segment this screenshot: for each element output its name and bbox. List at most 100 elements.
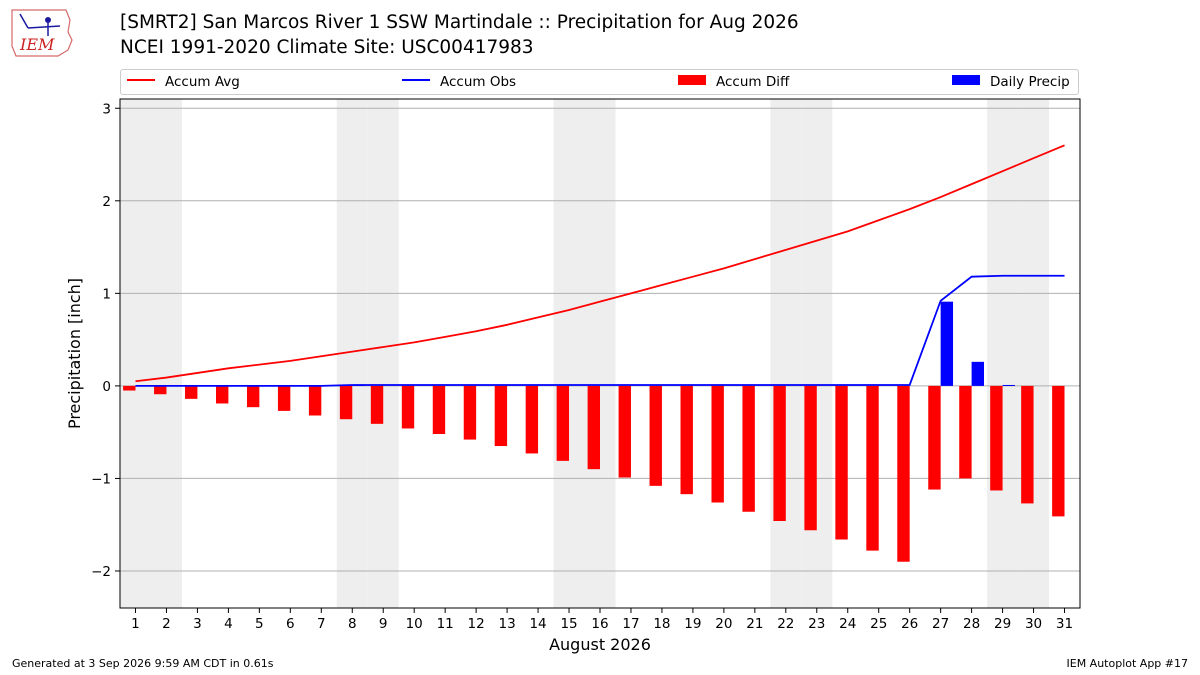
accum-diff-bar — [711, 385, 724, 503]
accum-diff-bar — [773, 385, 786, 522]
accum-diff-bar — [990, 385, 1003, 491]
weekend-shade — [367, 99, 399, 608]
legend-label: Daily Precip — [990, 74, 1070, 90]
legend-item-accum-avg: Accum Avg — [127, 74, 240, 92]
x-tick-label: 10 — [406, 616, 423, 632]
legend-swatch — [678, 75, 706, 85]
x-tick-label: 31 — [1056, 616, 1073, 632]
accum-diff-bar — [432, 385, 446, 435]
weekend-shade — [120, 99, 151, 608]
daily-precip-bar — [940, 301, 954, 386]
accum-diff-bar — [123, 385, 136, 391]
accum-diff-bar — [587, 385, 600, 470]
weekend-shade — [801, 99, 833, 608]
legend-item-daily-precip: Daily Precip — [952, 74, 1070, 92]
accum-diff-bar — [525, 385, 539, 454]
accum-diff-bar — [308, 385, 322, 416]
generated-timestamp: Generated at 3 Sep 2026 9:59 AM CDT in 0… — [12, 657, 274, 670]
y-axis-label: Precipitation [inch] — [65, 278, 84, 429]
legend-swatch — [127, 79, 155, 81]
x-tick-label: 2 — [162, 616, 171, 632]
weekend-shade — [584, 99, 616, 608]
x-tick-label: 20 — [715, 616, 732, 632]
accum-diff-bar — [185, 385, 198, 399]
legend-item-accum-obs: Accum Obs — [402, 74, 516, 92]
accum-diff-bar — [463, 385, 477, 440]
x-tick-label: 11 — [437, 616, 454, 632]
accum-diff-bar — [277, 385, 291, 411]
weekend-shade — [1018, 99, 1050, 608]
x-tick-label: 14 — [529, 616, 546, 632]
x-tick-label: 24 — [839, 616, 856, 632]
accum-diff-bar — [370, 385, 384, 424]
chart-subtitle: NCEI 1991-2020 Climate Site: USC00417983 — [120, 37, 534, 58]
accum-diff-bar — [154, 385, 167, 395]
accum-diff-bar — [804, 385, 817, 531]
legend: Accum Avg Accum Obs Accum Diff Daily Pre… — [120, 69, 1079, 95]
accum-diff-bar — [897, 385, 910, 562]
legend-swatch — [402, 79, 430, 81]
y-tick-label: 1 — [102, 286, 111, 302]
y-tick-label: −2 — [91, 564, 111, 580]
legend-swatch — [952, 75, 980, 85]
x-tick-label: 19 — [684, 616, 701, 632]
legend-item-accum-diff: Accum Diff — [678, 74, 789, 92]
accum-diff-bar — [1021, 385, 1034, 504]
daily-precip-bar — [971, 361, 984, 386]
accum-diff-bar — [1052, 385, 1065, 517]
x-tick-label: 7 — [317, 616, 326, 632]
x-tick-label: 4 — [224, 616, 233, 632]
x-axis-label: August 2026 — [549, 635, 651, 654]
y-tick-label: 2 — [102, 194, 111, 210]
accum-obs-line — [135, 274, 1065, 387]
accum-diff-bar — [959, 385, 972, 479]
x-tick-label: 6 — [286, 616, 295, 632]
y-tick-label: 3 — [102, 101, 111, 117]
accum-diff-bar — [401, 385, 415, 429]
x-tick-label: 25 — [870, 616, 887, 632]
accum-diff-bar — [742, 385, 755, 512]
app-credit: IEM Autoplot App #17 — [1066, 657, 1189, 670]
weekend-shade — [770, 99, 802, 608]
accum-diff-bar — [928, 385, 941, 490]
x-tick-label: 13 — [499, 616, 516, 632]
x-tick-label: 16 — [591, 616, 608, 632]
legend-label: Accum Diff — [716, 74, 790, 90]
x-tick-label: 9 — [379, 616, 388, 632]
accum-avg-line — [135, 144, 1065, 383]
accum-diff-bar — [618, 385, 631, 478]
x-tick-label: 15 — [560, 616, 577, 632]
x-tick-label: 28 — [963, 616, 980, 632]
chart-title: [SMRT2] San Marcos River 1 SSW Martindal… — [120, 12, 799, 33]
accum-diff-bar — [680, 385, 693, 495]
weekend-shade — [987, 99, 1019, 608]
weekend-shade — [553, 99, 585, 608]
accum-diff-bar — [246, 385, 260, 408]
accum-diff-bar — [649, 385, 662, 486]
x-tick-label: 30 — [1025, 616, 1042, 632]
accum-diff-bar — [556, 385, 570, 461]
x-tick-label: 5 — [255, 616, 264, 632]
accum-diff-bar — [494, 385, 508, 447]
iem-logo: IEM — [11, 9, 73, 57]
accum-diff-bar — [216, 385, 229, 404]
legend-label: Accum Obs — [440, 74, 517, 90]
x-tick-label: 1 — [131, 616, 140, 632]
x-tick-label: 8 — [348, 616, 357, 632]
weekend-shade — [150, 99, 182, 608]
svg-text:IEM: IEM — [19, 35, 55, 54]
y-tick-label: −1 — [91, 471, 111, 487]
daily-precip-bar — [1002, 384, 1015, 386]
accum-diff-bar — [835, 385, 848, 540]
x-tick-label: 23 — [808, 616, 825, 632]
x-tick-label: 21 — [746, 616, 763, 632]
x-tick-label: 27 — [932, 616, 949, 632]
legend-label: Accum Avg — [165, 74, 240, 90]
x-tick-label: 18 — [653, 616, 670, 632]
x-tick-label: 12 — [468, 616, 485, 632]
x-tick-label: 17 — [622, 616, 639, 632]
x-tick-label: 3 — [193, 616, 202, 632]
x-tick-label: 29 — [994, 616, 1011, 632]
accum-diff-bar — [866, 385, 879, 551]
